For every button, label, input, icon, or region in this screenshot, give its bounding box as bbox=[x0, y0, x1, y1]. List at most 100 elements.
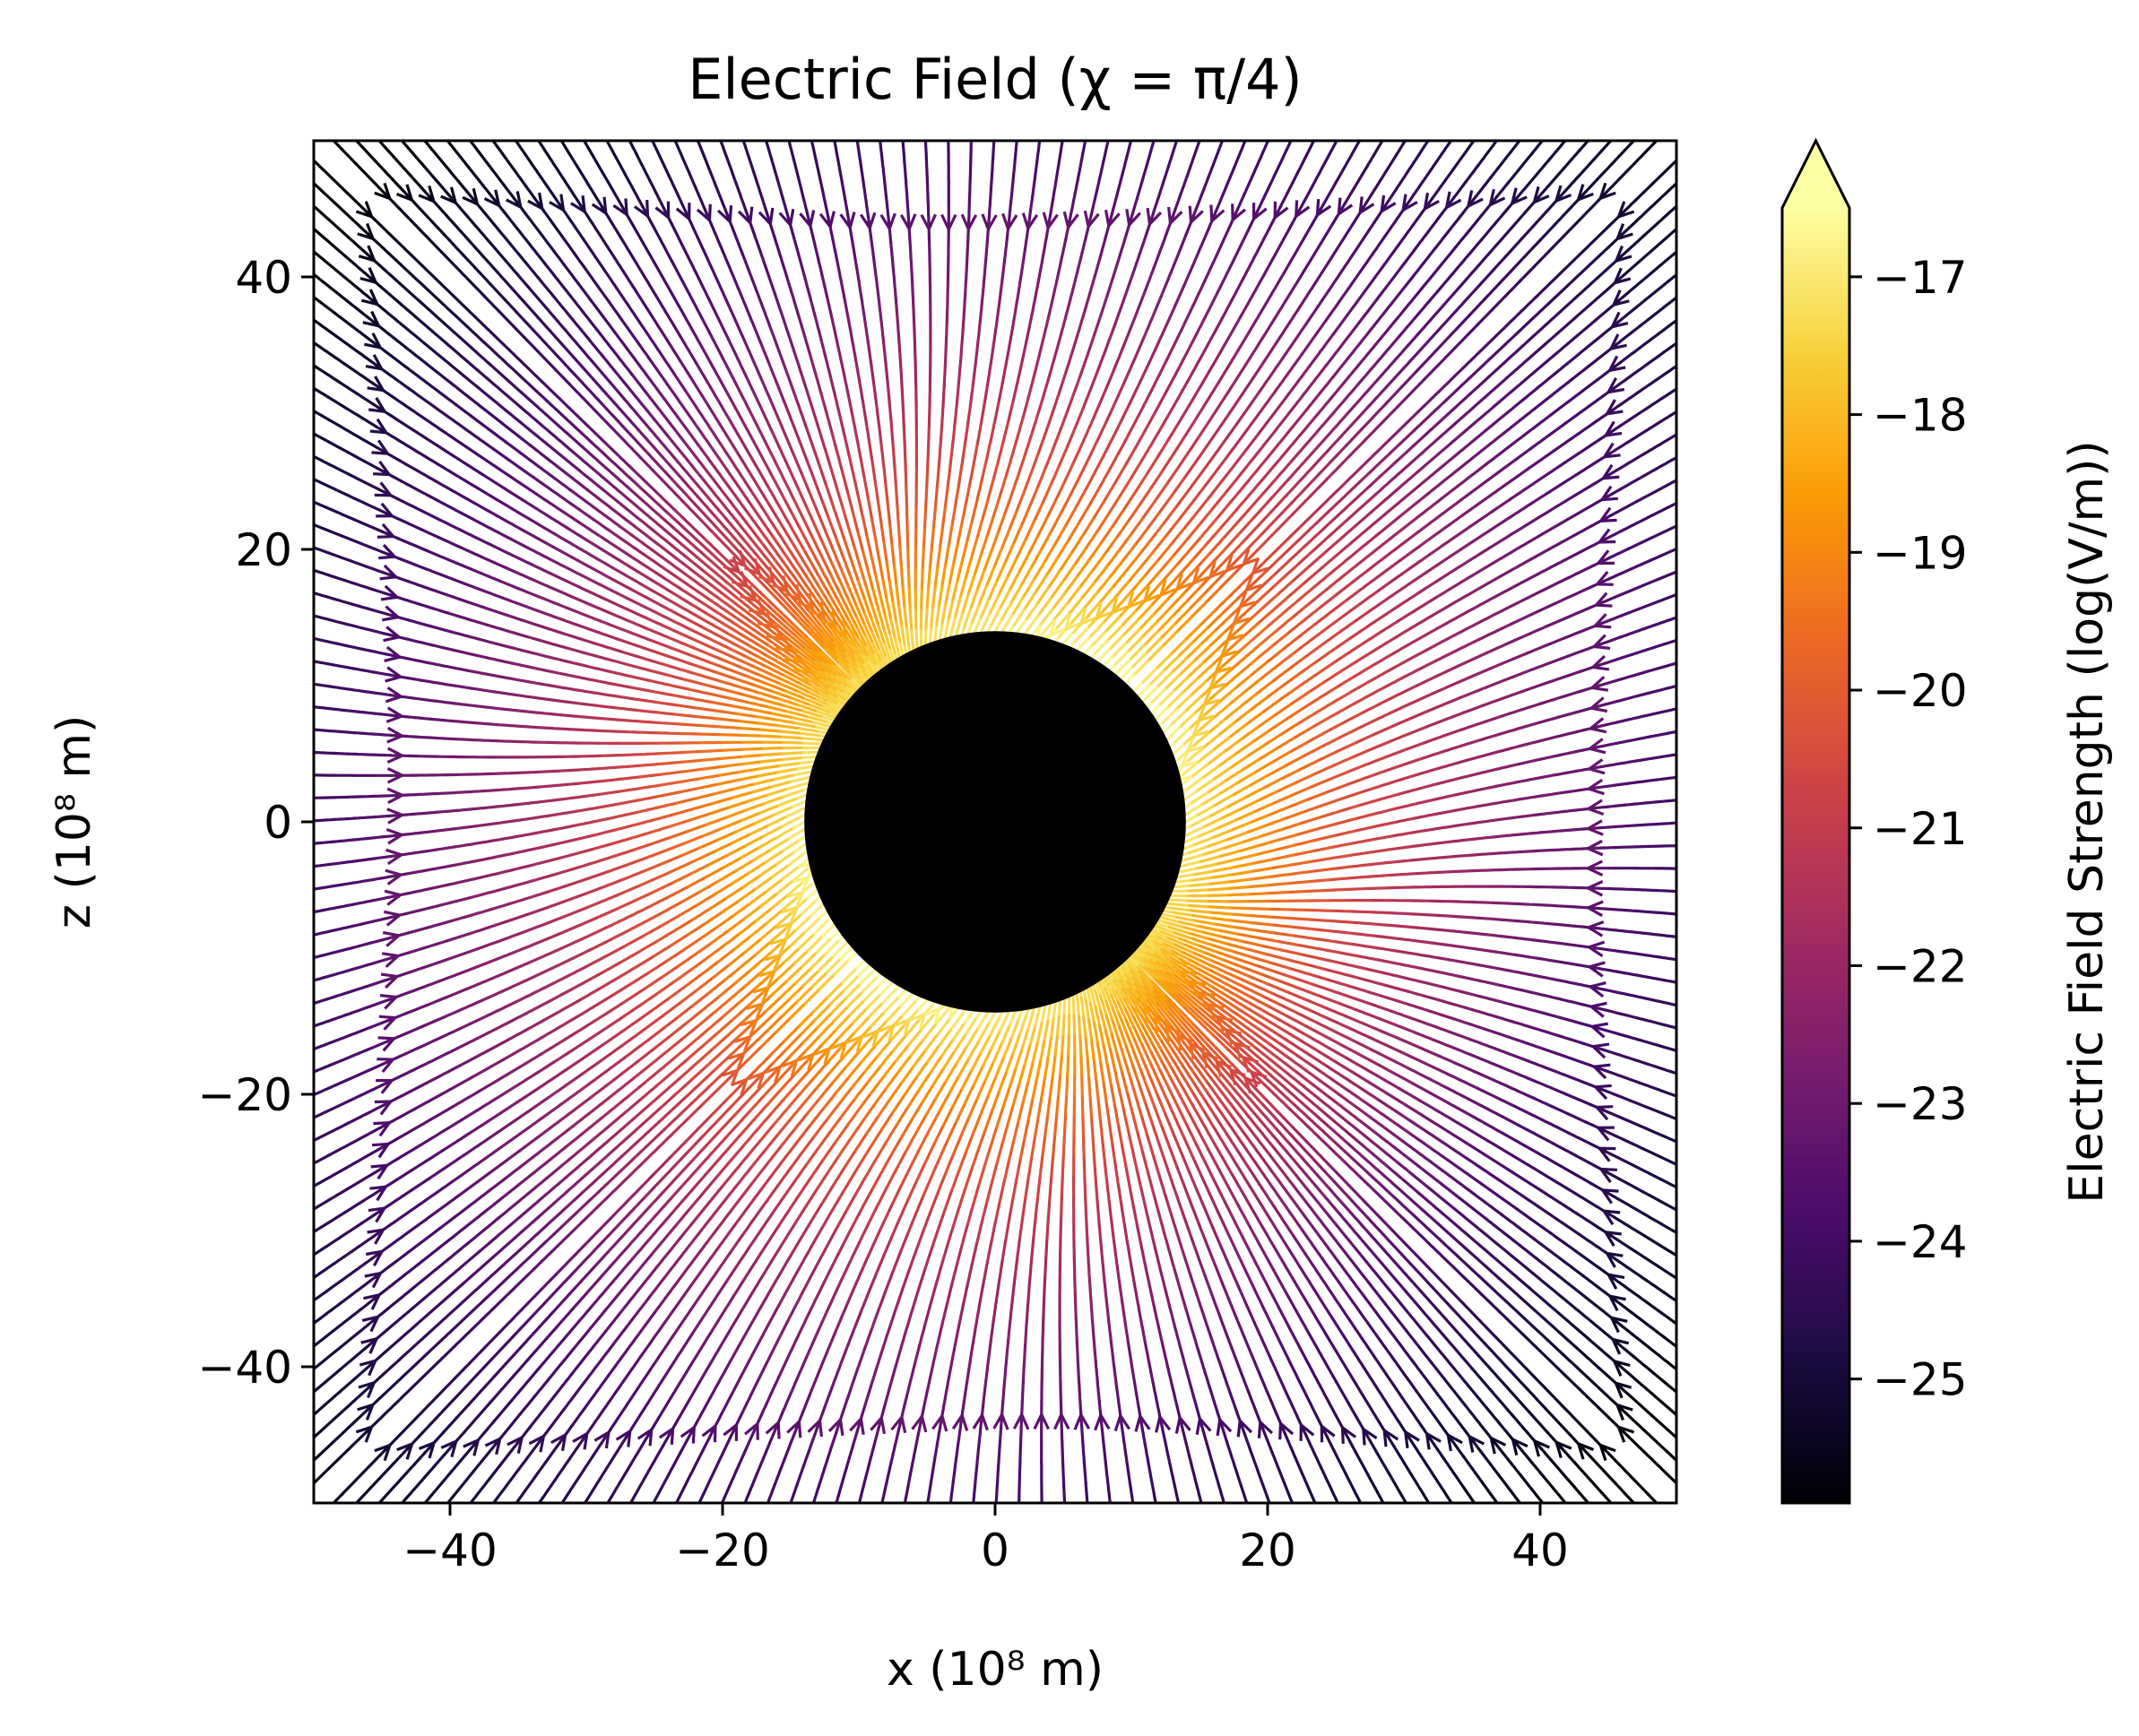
streamline-arrow bbox=[893, 1017, 912, 1036]
streamline-segment bbox=[894, 484, 899, 508]
streamline-segment bbox=[796, 1067, 813, 1085]
streamline-segment bbox=[426, 236, 444, 255]
streamline-segment bbox=[638, 1123, 657, 1141]
streamline-segment bbox=[552, 1188, 571, 1205]
streamline-segment bbox=[991, 141, 996, 163]
streamline-segment bbox=[1216, 967, 1238, 979]
streamline-segment bbox=[649, 428, 666, 447]
streamline-segment bbox=[983, 241, 989, 264]
streamline-arrow bbox=[1608, 1316, 1628, 1334]
streamline-segment bbox=[821, 542, 834, 564]
streamline-segment bbox=[680, 1170, 697, 1188]
streamline-segment bbox=[636, 1401, 650, 1421]
streamline-segment bbox=[1660, 1245, 1676, 1257]
streamline-segment bbox=[536, 1139, 556, 1155]
streamline-segment bbox=[696, 976, 715, 992]
streamline-segment bbox=[755, 553, 772, 573]
streamline-segment bbox=[525, 1287, 543, 1306]
streamline-segment bbox=[743, 341, 756, 364]
streamline-segment bbox=[1309, 1009, 1331, 1021]
streamline-segment bbox=[1496, 1194, 1516, 1209]
streamline-segment bbox=[455, 265, 472, 283]
streamline-segment bbox=[496, 271, 513, 289]
streamline-segment bbox=[1151, 966, 1170, 983]
streamline-segment bbox=[314, 1381, 326, 1395]
streamline-segment bbox=[1061, 1134, 1066, 1158]
streamline-segment bbox=[602, 1452, 618, 1473]
streamline-segment bbox=[776, 1167, 792, 1188]
streamline-segment bbox=[619, 1340, 636, 1360]
streamline-segment bbox=[1647, 1345, 1667, 1362]
streamline-segment bbox=[1450, 869, 1474, 874]
streamline-segment bbox=[1398, 1087, 1419, 1101]
streamline-segment bbox=[742, 1128, 759, 1147]
streamline-segment bbox=[455, 120, 467, 136]
streamline-segment bbox=[1202, 985, 1223, 999]
streamline-segment bbox=[698, 1395, 713, 1417]
streamline-segment bbox=[682, 314, 696, 335]
streamline-segment bbox=[1219, 1007, 1239, 1023]
streamline-segment bbox=[1459, 1212, 1478, 1229]
streamline-segment bbox=[808, 557, 821, 579]
streamline-segment bbox=[341, 148, 359, 166]
streamline-segment bbox=[805, 1145, 820, 1166]
streamline-segment bbox=[434, 1255, 454, 1271]
streamline-segment bbox=[1364, 1034, 1387, 1047]
streamline-segment bbox=[581, 1421, 596, 1441]
streamline-segment bbox=[770, 545, 786, 565]
streamline-segment bbox=[1428, 1092, 1451, 1105]
streamline-segment bbox=[1425, 1129, 1445, 1144]
streamline-segment bbox=[1347, 1122, 1367, 1138]
streamline-segment bbox=[1677, 658, 1697, 663]
streamline-segment bbox=[585, 1276, 602, 1295]
streamline-segment bbox=[643, 120, 652, 139]
streamline-segment bbox=[688, 1379, 702, 1401]
streamline-segment bbox=[1267, 907, 1291, 911]
streamline-arrow bbox=[363, 1292, 382, 1310]
streamline-segment bbox=[799, 1076, 816, 1095]
streamline-segment bbox=[740, 1291, 754, 1313]
streamline-segment bbox=[905, 526, 910, 550]
streamline-segment bbox=[1680, 1281, 1697, 1291]
streamline-segment bbox=[657, 721, 681, 726]
streamline-segment bbox=[1654, 911, 1676, 916]
streamline-segment bbox=[1313, 1132, 1331, 1150]
streamline-segment bbox=[780, 493, 793, 514]
streamline-segment bbox=[948, 1501, 952, 1503]
streamline-segment bbox=[1516, 1310, 1535, 1328]
streamline-arrow bbox=[357, 1402, 376, 1421]
streamline-arrow bbox=[1601, 1209, 1621, 1226]
streamline-segment bbox=[635, 1205, 652, 1223]
streamline-segment bbox=[1604, 1150, 1626, 1162]
streamline-segment bbox=[808, 622, 826, 641]
streamline-arrow bbox=[507, 1435, 524, 1454]
streamline-segment bbox=[1678, 1119, 1697, 1127]
streamline-segment bbox=[1044, 1236, 1049, 1260]
streamline-segment bbox=[412, 1156, 434, 1170]
streamline-segment bbox=[482, 255, 499, 274]
streamline-segment bbox=[749, 502, 764, 523]
streamline-segment bbox=[1662, 1313, 1676, 1326]
streamline-segment bbox=[632, 225, 645, 246]
streamline-segment bbox=[782, 1179, 797, 1199]
streamline-segment bbox=[1166, 980, 1186, 997]
streamline-segment bbox=[345, 1155, 367, 1170]
streamline-segment bbox=[861, 655, 875, 676]
streamline-segment bbox=[1633, 888, 1658, 893]
streamline-segment bbox=[732, 969, 752, 986]
streamline-segment bbox=[548, 1438, 563, 1459]
streamline-segment bbox=[690, 1028, 710, 1045]
streamline-segment bbox=[540, 1120, 559, 1136]
streamline-segment bbox=[1329, 1127, 1348, 1144]
streamline-segment bbox=[314, 865, 316, 868]
streamline-segment bbox=[678, 1397, 692, 1419]
streamline-segment bbox=[601, 205, 615, 227]
streamline-segment bbox=[813, 1118, 829, 1137]
streamline-segment bbox=[1577, 1232, 1598, 1248]
streamline-segment bbox=[1619, 1386, 1638, 1403]
streamline-segment bbox=[894, 1043, 911, 1063]
streamline-segment bbox=[293, 1280, 310, 1291]
streamline-segment bbox=[862, 984, 881, 1002]
streamline-segment bbox=[325, 1277, 345, 1293]
streamline-arrow bbox=[365, 1249, 385, 1266]
